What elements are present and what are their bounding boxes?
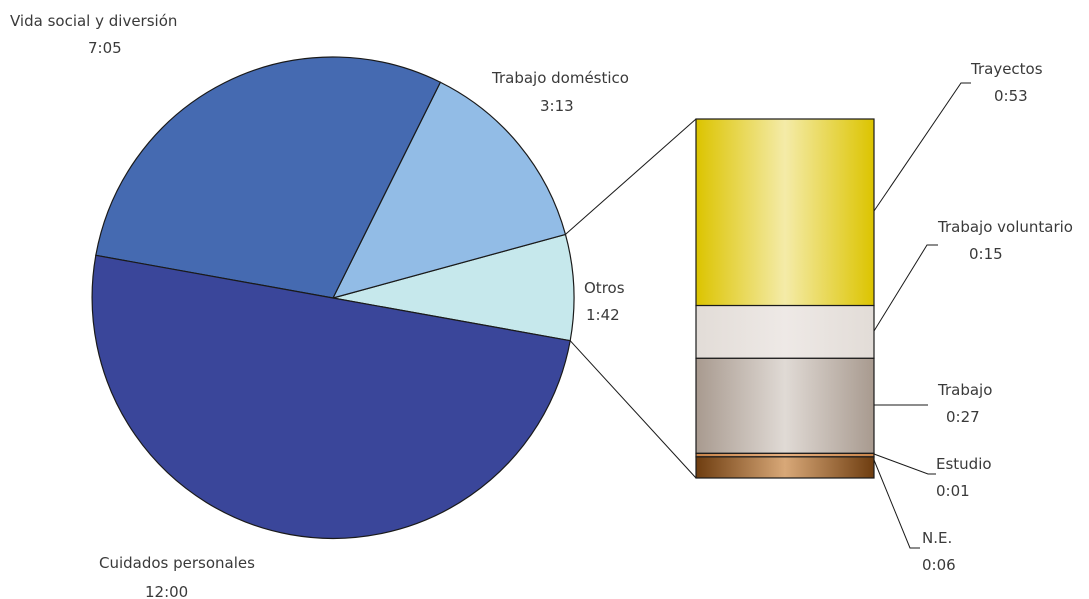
leader-line-n-e [873,459,920,549]
pie-value-vida-social-y-diversion: 7:05 [88,39,122,57]
leader-line-trayectos [873,82,971,212]
pie-value-trabajo-domestico: 3:13 [540,97,574,115]
pie-label-vida-social-y-diversion: Vida social y diversión [10,12,177,30]
bar-value-trabajo: 0:27 [946,408,980,426]
bar-label-trabajo: Trabajo [937,381,992,399]
pie-label-otros: Otros [584,279,625,297]
bar-value-estudio: 0:01 [936,482,970,500]
pie-bar-connectors [565,118,697,479]
pie-slice-trabajo-domestico [331,81,567,299]
connector-bottom [569,340,697,479]
connector-top [565,118,697,235]
leader-line-trabajo-voluntario [873,244,938,332]
bar-segment-trabajo-voluntario [695,304,875,359]
pie-value-otros: 1:42 [586,306,620,324]
bar-label-estudio: Estudio [936,455,992,473]
pie-label-trabajo-domestico: Trabajo doméstico [491,69,629,87]
bar-segment-trayectos [695,118,875,307]
bar-label-n-e: N.E. [922,529,952,547]
leader-line-estudio [873,453,936,475]
bar-value-trabajo-voluntario: 0:15 [969,245,1003,263]
pie-chart [91,56,575,540]
leader-lines [873,82,971,549]
pie-label-cuidados-personales: Cuidados personales [99,554,255,572]
breakdown-bar [695,118,875,479]
pie-slice-vida-social-y-diversion [95,56,442,299]
pie-slice-cuidados-personales [91,254,571,540]
bar-label-trabajo-voluntario: Trabajo voluntario [937,218,1073,236]
bar-value-trayectos: 0:53 [994,87,1028,105]
pie-value-cuidados-personales: 12:00 [145,583,188,599]
bar-value-n-e: 0:06 [922,556,956,574]
bar-segment-trabajo [695,357,875,454]
bar-label-trayectos: Trayectos [970,60,1043,78]
bar-segment-n-e [695,456,875,479]
pie-slice-otros [332,233,575,342]
chart-labels: Vida social y diversión 7:05 Trabajo domés… [10,12,1073,599]
